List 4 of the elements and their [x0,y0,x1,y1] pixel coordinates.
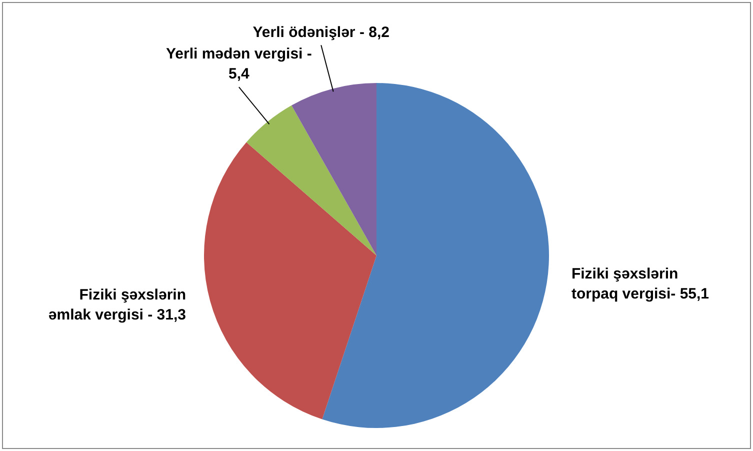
slice-label: Fiziki şəxslərin torpaq vergisi- 55,1 [571,266,710,303]
slice-label: Yerli ödənişlər - 8,2 [252,24,390,41]
slice-label: Yerli mədən vergisi - 5,4 [166,46,312,83]
slice-label: Fiziki şəxslərin əmlak vergisi - 31,3 [48,286,186,324]
